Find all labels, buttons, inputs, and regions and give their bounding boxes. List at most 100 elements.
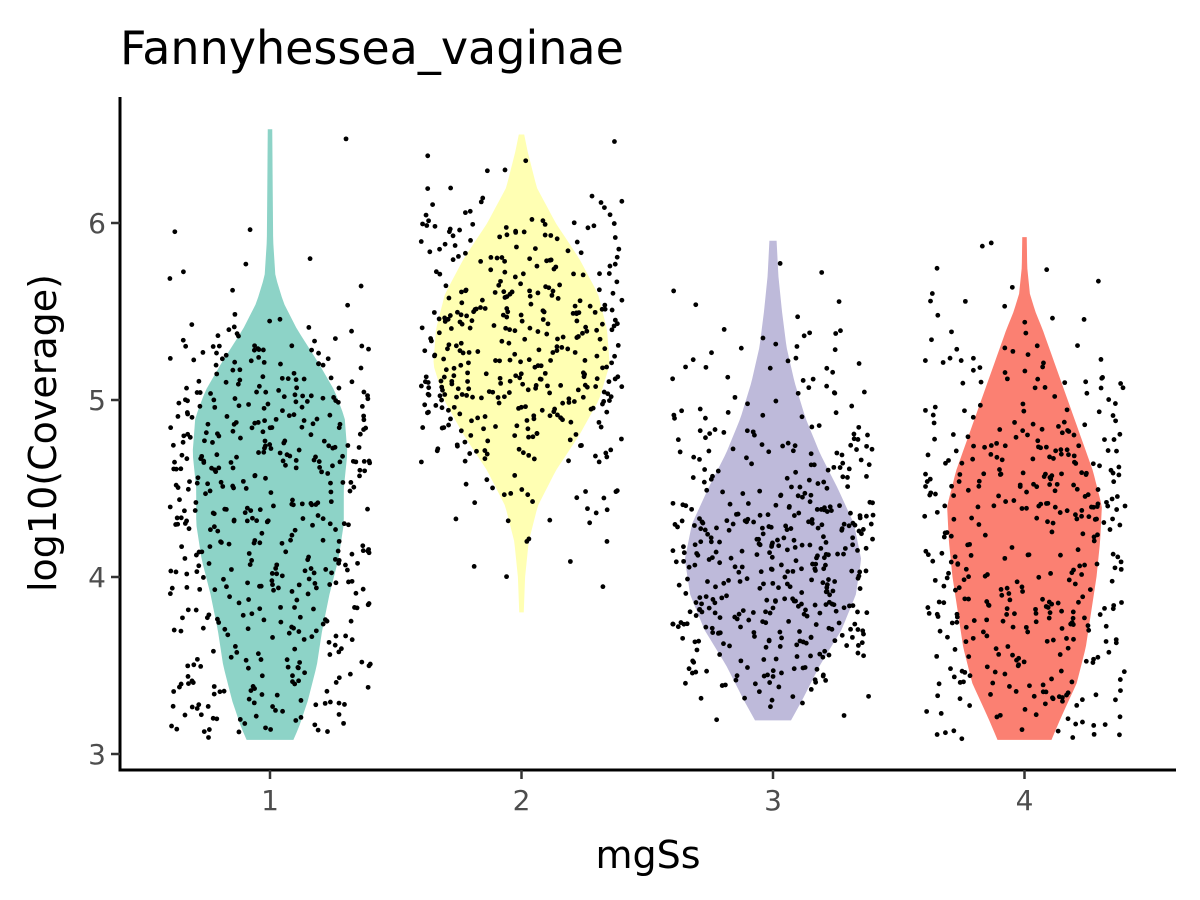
data-point xyxy=(183,343,189,349)
data-point xyxy=(943,730,948,736)
data-point xyxy=(954,611,960,617)
data-point xyxy=(848,442,854,448)
data-point xyxy=(245,626,251,632)
data-point xyxy=(834,450,840,456)
data-point xyxy=(467,325,473,331)
data-point xyxy=(970,414,976,420)
data-point xyxy=(821,479,827,485)
data-point xyxy=(784,581,790,587)
data-point xyxy=(600,584,606,590)
data-point xyxy=(355,560,360,566)
data-point xyxy=(310,421,316,427)
data-point xyxy=(949,620,955,626)
data-point xyxy=(509,289,515,295)
points-group-4 xyxy=(922,240,1128,742)
data-point xyxy=(526,434,531,440)
data-point xyxy=(1043,604,1049,609)
data-point xyxy=(1061,419,1067,425)
data-point xyxy=(730,521,736,527)
data-point xyxy=(766,637,772,643)
data-point xyxy=(820,672,826,678)
data-point xyxy=(1117,714,1123,720)
data-point xyxy=(582,371,587,377)
data-point xyxy=(704,668,709,674)
data-point xyxy=(966,654,972,659)
x-tick-label: 4 xyxy=(1016,784,1034,817)
data-point xyxy=(336,649,342,655)
data-point xyxy=(554,348,560,353)
data-point xyxy=(927,492,933,498)
data-point xyxy=(527,325,533,331)
data-point xyxy=(933,491,938,497)
data-point xyxy=(796,510,802,516)
data-point xyxy=(291,412,297,418)
data-point xyxy=(169,723,174,729)
data-point xyxy=(945,634,950,640)
data-point xyxy=(760,412,766,418)
data-point xyxy=(1118,566,1124,572)
data-point xyxy=(313,585,319,591)
data-point xyxy=(359,659,365,665)
data-point xyxy=(547,517,553,523)
data-point xyxy=(745,401,750,407)
data-point xyxy=(715,468,721,474)
data-point xyxy=(458,428,464,434)
data-point xyxy=(301,418,307,423)
data-point xyxy=(604,454,610,460)
data-point xyxy=(757,488,763,494)
data-point xyxy=(712,610,718,616)
data-point xyxy=(761,657,767,662)
data-point xyxy=(616,246,622,252)
data-point xyxy=(245,580,250,586)
data-point xyxy=(823,562,828,568)
data-point xyxy=(864,513,869,519)
data-point xyxy=(237,377,243,383)
data-point xyxy=(584,328,590,334)
data-point xyxy=(244,518,250,524)
data-point xyxy=(855,609,860,615)
data-point xyxy=(305,591,311,597)
data-point xyxy=(232,311,238,317)
data-point xyxy=(1004,585,1010,591)
data-point xyxy=(575,387,581,393)
data-point xyxy=(736,611,742,617)
data-point xyxy=(738,624,743,630)
data-point xyxy=(1036,574,1042,580)
data-point xyxy=(437,393,443,399)
data-point xyxy=(361,389,367,395)
data-point xyxy=(525,492,531,498)
data-point xyxy=(745,501,751,506)
data-point xyxy=(524,418,530,423)
data-point xyxy=(182,712,188,718)
data-point xyxy=(554,344,560,350)
data-point xyxy=(1102,437,1107,442)
data-point xyxy=(580,272,586,278)
chart-title: Fannyhessea_vaginae xyxy=(120,21,624,75)
data-point xyxy=(486,389,492,394)
data-point xyxy=(252,686,257,691)
data-point xyxy=(249,611,255,617)
data-point xyxy=(693,613,699,618)
data-point xyxy=(832,638,838,644)
data-point xyxy=(317,464,323,470)
data-point xyxy=(817,610,823,616)
data-point xyxy=(277,316,283,322)
data-point xyxy=(680,502,686,508)
data-point xyxy=(779,635,784,641)
data-point xyxy=(539,407,545,413)
data-point xyxy=(687,609,693,615)
data-point xyxy=(708,539,714,545)
data-point xyxy=(790,448,796,454)
data-point xyxy=(367,460,373,466)
data-point xyxy=(309,347,314,353)
data-point xyxy=(1094,561,1100,567)
data-point xyxy=(223,379,229,385)
data-point xyxy=(418,239,424,244)
data-point xyxy=(782,574,788,580)
data-point xyxy=(336,675,342,681)
data-point xyxy=(578,250,584,256)
data-point xyxy=(518,371,524,377)
data-point xyxy=(215,616,220,622)
data-point xyxy=(220,484,226,489)
data-point xyxy=(514,244,519,250)
